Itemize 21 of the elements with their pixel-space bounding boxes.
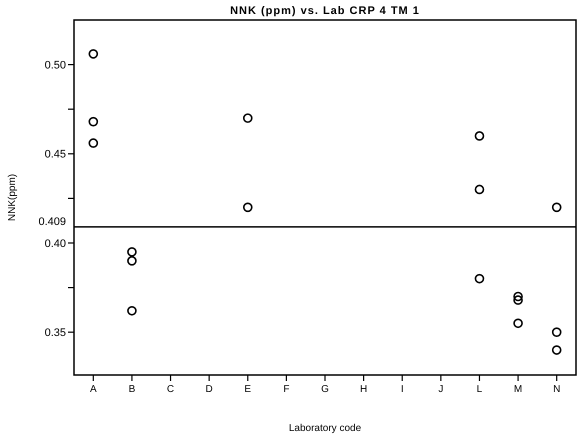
ref-line-label: 0.409 <box>38 216 66 228</box>
x-tick-label: D <box>206 384 213 395</box>
x-axis-title: Laboratory code <box>288 423 362 434</box>
x-tick-label: E <box>244 384 252 395</box>
x-tick-label: F <box>283 384 290 395</box>
x-tick-label: J <box>438 384 444 395</box>
x-tick-label: G <box>321 384 330 395</box>
x-tick-label: I <box>400 384 404 395</box>
y-tick-label: 0.50 <box>44 59 66 72</box>
y-tick-label: 0.40 <box>44 238 66 250</box>
x-tick-label: N <box>553 384 560 395</box>
x-tick-label: H <box>360 384 368 395</box>
y-axis-title: NNK(ppm) <box>7 174 18 222</box>
x-tick-label: B <box>128 384 136 395</box>
y-tick-label: 0.35 <box>44 327 66 340</box>
x-tick-label: M <box>514 384 522 395</box>
chart-title: NNK (ppm) vs. Lab CRP 4 TM 1 <box>230 5 420 17</box>
x-tick-label: C <box>166 384 174 395</box>
y-tick-label: 0.45 <box>44 148 66 161</box>
x-tick-label: A <box>90 384 97 395</box>
x-tick-label: L <box>476 384 483 395</box>
